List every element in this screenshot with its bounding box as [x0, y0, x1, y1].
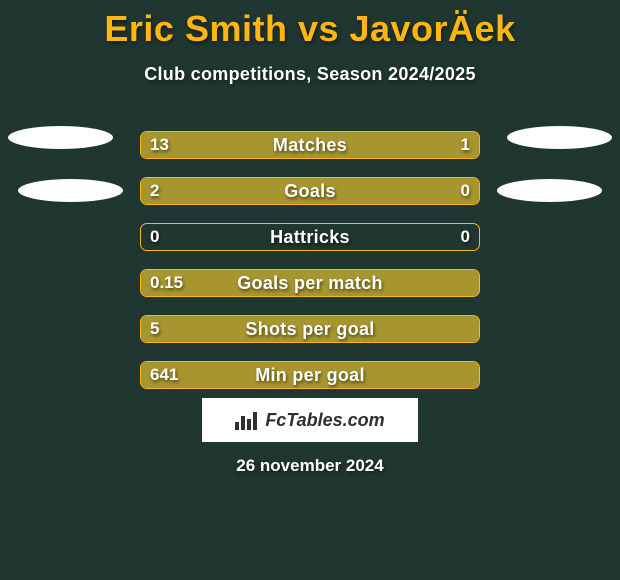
stat-bar-left: [141, 270, 479, 296]
stat-bar: [140, 361, 480, 389]
stat-row: Shots per goal5: [0, 315, 620, 361]
comparison-subtitle: Club competitions, Season 2024/2025: [0, 64, 620, 85]
stat-bar-left: [141, 178, 408, 204]
stat-rows: Matches131Goals20Hattricks00Goals per ma…: [0, 131, 620, 407]
stat-bar-right: [408, 178, 479, 204]
stat-bar: [140, 269, 480, 297]
stat-row: Goals per match0.15: [0, 269, 620, 315]
stat-bar-left: [141, 316, 479, 342]
stat-bar: [140, 131, 480, 159]
team-ellipse: [497, 179, 602, 202]
stat-bar-left: [141, 362, 479, 388]
brand-text: FcTables.com: [265, 410, 384, 431]
stat-bar: [140, 177, 480, 205]
team-ellipse: [18, 179, 123, 202]
stat-bar-right: [398, 132, 479, 158]
bar-chart-icon: [235, 410, 259, 430]
team-ellipse: [8, 126, 113, 149]
stat-row: Hattricks00: [0, 223, 620, 269]
stat-bar: [140, 315, 480, 343]
stat-bar-left: [141, 132, 398, 158]
stat-bar: [140, 223, 480, 251]
brand-box: FcTables.com: [202, 398, 418, 442]
date-label: 26 november 2024: [0, 456, 620, 476]
stat-bar-right: [141, 224, 479, 250]
team-ellipse: [507, 126, 612, 149]
comparison-title: Eric Smith vs JavorÄek: [0, 0, 620, 50]
